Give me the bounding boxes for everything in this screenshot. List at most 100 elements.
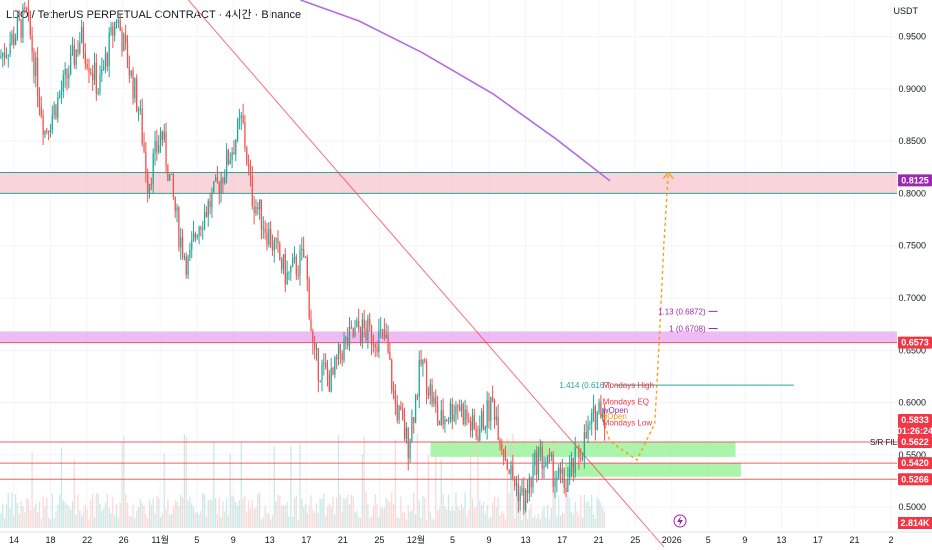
candle-body[interactable]: [147, 174, 149, 193]
candle-body[interactable]: [117, 20, 119, 23]
candle-body[interactable]: [303, 248, 305, 258]
candle-body[interactable]: [130, 70, 132, 76]
candle-body[interactable]: [92, 72, 94, 80]
candle-body[interactable]: [101, 69, 103, 75]
candle-body[interactable]: [381, 329, 384, 331]
candle-body[interactable]: [394, 391, 397, 404]
candle-body[interactable]: [600, 401, 602, 418]
candle-body[interactable]: [152, 153, 154, 185]
candle-body[interactable]: [280, 259, 283, 270]
candle-body[interactable]: [424, 360, 426, 362]
candle-body[interactable]: [574, 447, 576, 473]
candle-body[interactable]: [75, 49, 77, 65]
candle-body[interactable]: [548, 455, 551, 457]
candle-body[interactable]: [341, 353, 343, 360]
candle-body[interactable]: [536, 452, 538, 475]
candle-body[interactable]: [402, 410, 404, 420]
candle-body[interactable]: [495, 416, 497, 421]
candle-body[interactable]: [292, 258, 294, 267]
candle-body[interactable]: [477, 436, 479, 441]
candle-body[interactable]: [49, 129, 52, 133]
candle-body[interactable]: [125, 34, 127, 43]
candle-body[interactable]: [596, 412, 598, 431]
candle-body[interactable]: [203, 212, 206, 229]
candle-body[interactable]: [469, 421, 472, 431]
candle-body[interactable]: [247, 164, 250, 167]
candle-body[interactable]: [471, 415, 474, 431]
candle-body[interactable]: [196, 235, 198, 238]
candle-body[interactable]: [345, 337, 347, 340]
candle-body[interactable]: [354, 327, 356, 337]
candle-body[interactable]: [503, 449, 505, 458]
candle-body[interactable]: [512, 465, 514, 479]
candle-body[interactable]: [405, 427, 408, 439]
candle-body[interactable]: [126, 42, 129, 68]
candle-body[interactable]: [121, 31, 123, 52]
candle-body[interactable]: [447, 420, 450, 422]
candle-body[interactable]: [103, 66, 105, 70]
candle-body[interactable]: [115, 22, 118, 24]
candle-body[interactable]: [369, 318, 371, 326]
candle-body[interactable]: [525, 490, 527, 511]
candle-body[interactable]: [539, 447, 541, 450]
candle-body[interactable]: [284, 254, 286, 285]
candle-body[interactable]: [435, 397, 437, 405]
candle-body[interactable]: [211, 192, 213, 208]
candle-body[interactable]: [414, 395, 417, 423]
candle-body[interactable]: [356, 320, 358, 328]
candle-body[interactable]: [132, 70, 134, 99]
candle-body[interactable]: [172, 173, 175, 197]
candle-body[interactable]: [57, 97, 59, 118]
candle-body[interactable]: [82, 26, 85, 53]
candle-body[interactable]: [319, 380, 321, 382]
candle-body[interactable]: [425, 361, 428, 393]
candle-body[interactable]: [279, 243, 281, 260]
candle-body[interactable]: [365, 328, 367, 341]
candle-body[interactable]: [431, 384, 433, 404]
candle-body[interactable]: [178, 207, 180, 248]
candle-body[interactable]: [337, 343, 340, 360]
candle-body[interactable]: [387, 334, 389, 352]
candle-body[interactable]: [246, 147, 248, 165]
candle-body[interactable]: [554, 480, 556, 488]
candle-body[interactable]: [308, 279, 310, 319]
candle-body[interactable]: [185, 256, 187, 275]
candle-body[interactable]: [236, 119, 239, 141]
candle-body[interactable]: [137, 110, 140, 112]
candle-body[interactable]: [9, 43, 11, 55]
candle-body[interactable]: [517, 483, 519, 502]
candle-body[interactable]: [16, 18, 19, 38]
candle-body[interactable]: [361, 319, 364, 342]
candle-body[interactable]: [418, 359, 420, 397]
candle-body[interactable]: [451, 403, 453, 421]
candle-body[interactable]: [293, 256, 296, 259]
candle-body[interactable]: [427, 392, 430, 396]
candle-body[interactable]: [559, 467, 562, 474]
candle-body[interactable]: [537, 449, 540, 475]
candle-body[interactable]: [251, 176, 253, 206]
candle-body[interactable]: [64, 69, 66, 76]
candle-body[interactable]: [0, 56, 2, 58]
candle-body[interactable]: [202, 228, 204, 230]
candle-body[interactable]: [158, 145, 160, 153]
candle-body[interactable]: [7, 54, 9, 56]
candle-body[interactable]: [295, 256, 297, 275]
candle-body[interactable]: [602, 411, 604, 418]
candle-body[interactable]: [194, 233, 197, 238]
candle-body[interactable]: [315, 348, 318, 350]
candle-body[interactable]: [163, 131, 165, 140]
candle-body[interactable]: [370, 325, 373, 345]
candle-body[interactable]: [438, 420, 441, 425]
candle-body[interactable]: [167, 165, 169, 181]
candle-body[interactable]: [583, 432, 586, 459]
candle-body[interactable]: [27, 8, 30, 11]
candle-body[interactable]: [141, 108, 143, 144]
candle-body[interactable]: [348, 326, 351, 346]
candle-body[interactable]: [150, 183, 153, 185]
candle-body[interactable]: [436, 404, 439, 421]
candle-body[interactable]: [169, 173, 171, 181]
candle-body[interactable]: [269, 229, 272, 247]
candle-body[interactable]: [323, 362, 325, 364]
candle-body[interactable]: [220, 178, 222, 195]
